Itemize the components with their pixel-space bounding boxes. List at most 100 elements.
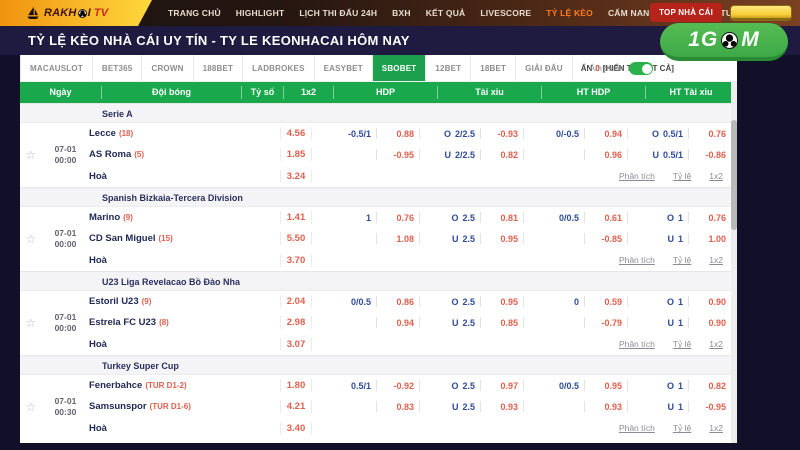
gold-promo-button[interactable] xyxy=(730,4,792,21)
hdp-odds-home[interactable]: 1 0.76 xyxy=(321,207,425,228)
link-phan-tich[interactable]: Phân tích xyxy=(618,423,655,434)
tab-18bet[interactable]: 18BET xyxy=(471,55,517,81)
x12-odds-home[interactable]: 2.04 xyxy=(271,291,321,312)
link-ty-le[interactable]: Tỷ lệ xyxy=(672,171,692,182)
link-1x2[interactable]: 1x2 xyxy=(709,339,723,350)
x12-odds-draw[interactable]: 3.07 xyxy=(271,334,321,355)
nav-item-highlight[interactable]: HIGHLIGHT xyxy=(235,8,285,18)
ou-odds-away[interactable]: U 2.5 0.95 xyxy=(425,228,529,249)
vertical-scrollbar[interactable] xyxy=(731,82,737,443)
ht-ou-odds-away[interactable]: U 1 1.00 xyxy=(633,228,737,249)
ou-odds-home[interactable]: O 2.5 0.81 xyxy=(425,207,529,228)
hdp-odds-home[interactable]: 0/0.5 0.86 xyxy=(321,291,425,312)
hdp-odds-away[interactable]: 0.94 xyxy=(321,312,425,333)
x12-odds-away[interactable]: 1.85 xyxy=(271,144,321,165)
ht-hdp-odds-away[interactable]: -0.79 xyxy=(529,312,633,333)
ou-odds-away[interactable]: U 2/2.5 0.82 xyxy=(425,144,529,165)
tab-ladbrokes[interactable]: LADBROKES xyxy=(243,55,315,81)
hdp-odds-home[interactable]: 0.5/1 -0.92 xyxy=(321,375,425,396)
nav-item-ty-le-keo[interactable]: TỶ LỆ KÈO xyxy=(546,8,593,18)
tab-easybet[interactable]: EASYBET xyxy=(315,55,373,81)
nav-item-lich-thi-dau[interactable]: LỊCH THI ĐẤU 24H xyxy=(299,8,378,18)
col-1x2: 1x2 xyxy=(284,86,334,99)
favorite-star-icon[interactable]: ☆ xyxy=(25,316,37,330)
ht-hdp-odds-home[interactable]: 0/0.5 0.61 xyxy=(529,207,633,228)
x12-odds-draw[interactable]: 3.70 xyxy=(271,250,321,271)
ou-odds-home[interactable]: O 2.5 0.97 xyxy=(425,375,529,396)
nav-item-ket-qua[interactable]: KẾT QUẢ xyxy=(425,8,466,18)
favorite-star-icon[interactable]: ☆ xyxy=(25,400,37,414)
team-name[interactable]: Estrela FC U23 xyxy=(89,317,157,329)
tab-12bet[interactable]: 12BET xyxy=(426,55,472,81)
x12-odds-away[interactable]: 2.98 xyxy=(271,312,321,333)
hdp-odds-away[interactable]: -0.95 xyxy=(321,144,425,165)
team-name[interactable]: Samsunspor xyxy=(89,401,147,413)
x12-odds-away[interactable]: 5.50 xyxy=(271,228,321,249)
league-header[interactable]: Turkey Super Cup xyxy=(20,355,737,375)
top-nha-cai-button[interactable]: TOP NHÀ CÁI xyxy=(650,3,722,22)
tab-188bet[interactable]: 188BET xyxy=(194,55,244,81)
tab-crown[interactable]: CROWN xyxy=(142,55,194,81)
ou-odds-away[interactable]: U 2.5 0.93 xyxy=(425,396,529,417)
ht-ou-odds-away[interactable]: U 1 -0.95 xyxy=(633,396,737,417)
hdp-odds-home[interactable]: -0.5/1 0.88 xyxy=(321,123,425,144)
hdp-odds-away[interactable]: 1.08 xyxy=(321,228,425,249)
team-name[interactable]: Estoril U23 xyxy=(89,296,139,308)
ht-hdp-odds-home[interactable]: 0 0.59 xyxy=(529,291,633,312)
tab-giai-dau[interactable]: GIẢI ĐẤU xyxy=(516,55,573,81)
ht-ou-odds-home[interactable]: O 1 0.82 xyxy=(633,375,737,396)
x12-odds-draw[interactable]: 3.40 xyxy=(271,418,321,439)
nav-item-bxh[interactable]: BXH xyxy=(392,8,411,18)
ht-hdp-odds-away[interactable]: 0.96 xyxy=(529,144,633,165)
link-ty-le[interactable]: Tỷ lệ xyxy=(672,423,692,434)
league-header[interactable]: U23 Liga Revelacao Bồ Đào Nha xyxy=(20,271,737,291)
favorite-star-icon[interactable]: ☆ xyxy=(25,232,37,246)
nav-item-trang-chu[interactable]: TRANG CHỦ xyxy=(168,8,221,18)
link-ty-le[interactable]: Tỷ lệ xyxy=(672,339,692,350)
x12-odds-home[interactable]: 1.41 xyxy=(271,207,321,228)
link-1x2[interactable]: 1x2 xyxy=(709,255,723,266)
hdp-odds-away[interactable]: 0.83 xyxy=(321,396,425,417)
league-header[interactable]: Spanish Bizkaia-Tercera Division xyxy=(20,187,737,207)
ou-odds-away[interactable]: U 2.5 0.85 xyxy=(425,312,529,333)
x12-odds-home[interactable]: 4.56 xyxy=(271,123,321,144)
league-header[interactable]: Serie A xyxy=(20,103,737,123)
draw-row: Hoà 3.24 Phân tích Tỷ lệ 1x2 xyxy=(89,166,737,187)
sound-toggle[interactable] xyxy=(629,62,653,75)
link-1x2[interactable]: 1x2 xyxy=(709,171,723,182)
tab-sbobet[interactable]: SBOBET xyxy=(372,55,427,81)
scrollbar-thumb[interactable] xyxy=(731,120,737,230)
nav-item-livescore[interactable]: LIVESCORE xyxy=(480,8,532,18)
x12-odds-away[interactable]: 4.21 xyxy=(271,396,321,417)
team-name[interactable]: Lecce xyxy=(89,128,116,140)
x12-odds-draw[interactable]: 3.24 xyxy=(271,166,321,187)
tab-bet365[interactable]: BET365 xyxy=(93,55,143,81)
ht-hdp-odds-home[interactable]: 0/0.5 0.95 xyxy=(529,375,633,396)
link-phan-tich[interactable]: Phân tích xyxy=(618,255,655,266)
site-logo[interactable]: RAKH I TV xyxy=(0,0,152,26)
ht-ou-odds-away[interactable]: U 0.5/1 -0.86 xyxy=(633,144,737,165)
ht-ou-odds-away[interactable]: U 1 0.90 xyxy=(633,312,737,333)
ht-hdp-odds-away[interactable]: -0.85 xyxy=(529,228,633,249)
link-1x2[interactable]: 1x2 xyxy=(709,423,723,434)
favorite-star-icon[interactable]: ☆ xyxy=(25,148,37,162)
match-date: 07-01 xyxy=(54,312,77,322)
1gom-brand-badge[interactable]: 1G M xyxy=(660,23,788,61)
ht-hdp-odds-home[interactable]: 0/-0.5 0.94 xyxy=(529,123,633,144)
team-name[interactable]: Marino xyxy=(89,212,121,224)
team-name[interactable]: AS Roma xyxy=(89,149,132,161)
ou-odds-home[interactable]: O 2/2.5 -0.93 xyxy=(425,123,529,144)
team-name[interactable]: Fenerbahce xyxy=(89,380,143,392)
link-ty-le[interactable]: Tỷ lệ xyxy=(672,255,692,266)
nav-item-cam-nang[interactable]: CẨM NANG xyxy=(607,8,657,18)
ou-odds-home[interactable]: O 2.5 0.95 xyxy=(425,291,529,312)
ht-ou-odds-home[interactable]: O 1 0.76 xyxy=(633,207,737,228)
x12-odds-home[interactable]: 1.80 xyxy=(271,375,321,396)
tab-macauslot[interactable]: MACAUSLOT xyxy=(20,55,93,81)
ht-ou-odds-home[interactable]: O 0.5/1 0.76 xyxy=(633,123,737,144)
team-name[interactable]: CD San Miguel xyxy=(89,233,156,245)
link-phan-tich[interactable]: Phân tích xyxy=(618,171,655,182)
ht-ou-odds-home[interactable]: O 1 0.90 xyxy=(633,291,737,312)
ht-hdp-odds-away[interactable]: 0.93 xyxy=(529,396,633,417)
link-phan-tich[interactable]: Phân tích xyxy=(618,339,655,350)
